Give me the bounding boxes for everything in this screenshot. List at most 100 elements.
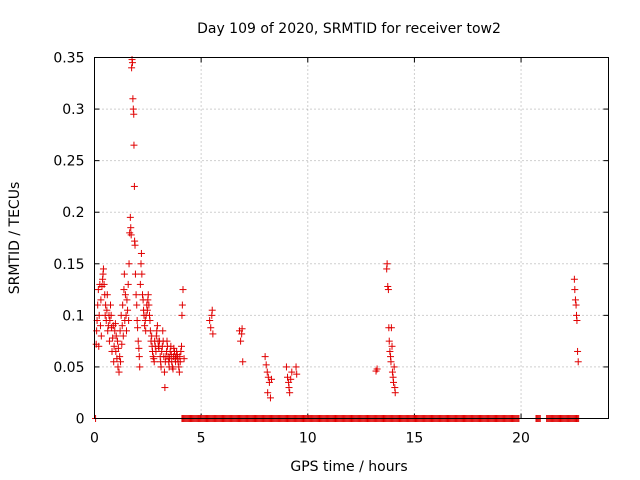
data-point <box>571 286 579 294</box>
data-point <box>176 358 184 366</box>
data-point <box>160 368 168 376</box>
data-point <box>574 347 582 355</box>
data-point <box>114 337 122 345</box>
data-point <box>239 358 247 366</box>
data-point <box>111 320 119 328</box>
y-tick-label: 0.15 <box>53 257 84 273</box>
data-point <box>100 280 108 288</box>
data-point <box>128 59 136 67</box>
data-point <box>146 327 154 335</box>
data-point <box>116 327 124 335</box>
data-point <box>97 296 105 304</box>
data-point <box>135 353 143 361</box>
x-tick-label: 0 <box>90 431 99 447</box>
data-point <box>99 265 107 273</box>
data-point <box>133 301 141 309</box>
data-point <box>153 322 161 330</box>
data-point <box>571 296 579 304</box>
data-point <box>390 363 398 371</box>
data-point <box>127 224 135 232</box>
data-point <box>157 363 165 371</box>
data-point <box>131 270 139 278</box>
data-point <box>94 286 102 294</box>
data-point <box>237 337 245 345</box>
data-points <box>92 56 583 422</box>
data-point <box>131 241 139 249</box>
data-point <box>125 260 133 268</box>
data-point <box>107 311 115 319</box>
data-point <box>138 270 146 278</box>
data-point <box>96 322 104 330</box>
data-point <box>122 327 130 335</box>
data-point <box>570 275 578 283</box>
data-point <box>282 363 290 371</box>
data-point <box>383 260 391 268</box>
data-point <box>110 342 118 350</box>
data-point <box>119 301 127 309</box>
data-point <box>209 330 217 338</box>
data-point <box>121 291 129 299</box>
data-point <box>388 368 396 376</box>
data-point <box>97 332 105 340</box>
data-point <box>169 365 177 373</box>
data-point <box>134 324 142 332</box>
data-point <box>266 394 274 402</box>
data-point <box>150 358 158 366</box>
data-point <box>136 363 144 371</box>
data-point <box>129 95 137 103</box>
x-axis-label: GPS time / hours <box>290 459 407 475</box>
data-point <box>207 324 215 332</box>
data-point <box>120 270 128 278</box>
data-point <box>115 368 123 376</box>
data-point <box>390 378 398 386</box>
data-point <box>285 384 293 392</box>
data-point <box>112 332 120 340</box>
data-point <box>103 306 111 314</box>
data-point <box>387 358 395 366</box>
data-point <box>159 327 167 335</box>
data-point <box>384 282 392 290</box>
data-point <box>137 249 145 257</box>
data-point <box>110 358 118 366</box>
data-point <box>103 291 111 299</box>
x-tick-label: 20 <box>512 431 530 447</box>
data-point <box>178 342 186 350</box>
data-point <box>104 327 112 335</box>
data-point <box>123 296 131 304</box>
data-point <box>132 291 140 299</box>
x-tick-label: 5 <box>197 431 206 447</box>
y-tick-label: 0.2 <box>62 205 84 221</box>
data-point <box>178 311 186 319</box>
data-point <box>263 368 271 376</box>
data-point <box>238 325 246 333</box>
data-point <box>573 317 581 325</box>
data-point <box>572 301 580 309</box>
data-point <box>574 358 582 366</box>
data-point <box>180 355 188 363</box>
data-point <box>128 64 136 72</box>
data-point <box>261 353 269 361</box>
data-point <box>161 384 169 392</box>
data-point <box>264 389 272 397</box>
data-point <box>388 342 396 350</box>
data-point <box>125 317 133 325</box>
data-point <box>373 365 381 373</box>
data-point <box>384 286 392 294</box>
y-tick-label: 0.1 <box>62 308 84 324</box>
data-point <box>117 358 125 366</box>
data-point <box>288 368 296 376</box>
data-point <box>141 322 149 330</box>
y-tick-label: 0 <box>76 412 85 428</box>
data-point <box>268 375 276 383</box>
grid <box>94 57 609 419</box>
data-point <box>287 375 295 383</box>
data-point <box>119 332 127 340</box>
data-point <box>127 231 135 239</box>
data-point <box>178 301 186 309</box>
data-point <box>105 337 113 345</box>
data-point <box>206 317 214 325</box>
y-axis-label: SRMTID / TECUs <box>7 182 23 295</box>
data-point <box>136 280 144 288</box>
data-point <box>135 344 143 352</box>
plot-frame <box>94 57 609 419</box>
